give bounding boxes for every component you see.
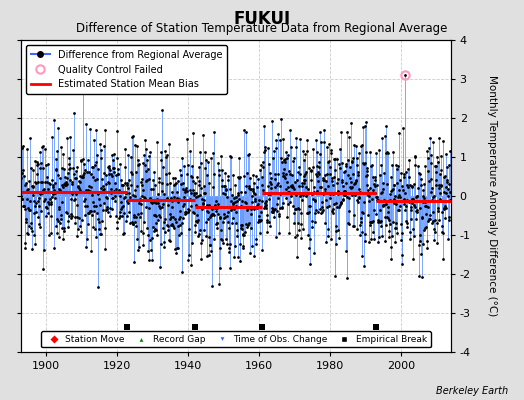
Text: Difference of Station Temperature Data from Regional Average: Difference of Station Temperature Data f… [77,22,447,35]
Text: Berkeley Earth: Berkeley Earth [436,386,508,396]
Legend: Station Move, Record Gap, Time of Obs. Change, Empirical Break: Station Move, Record Gap, Time of Obs. C… [41,331,431,348]
Text: FUKUI: FUKUI [233,10,291,28]
Y-axis label: Monthly Temperature Anomaly Difference (°C): Monthly Temperature Anomaly Difference (… [487,75,497,317]
